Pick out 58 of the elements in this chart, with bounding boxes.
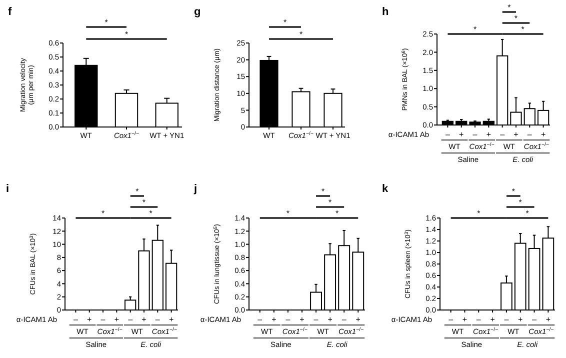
text: * xyxy=(321,187,325,196)
x-tick-label: – xyxy=(448,315,454,324)
x-tick-label: + xyxy=(300,315,305,324)
x-tick-label: – xyxy=(527,130,532,139)
annotation: * xyxy=(521,25,524,34)
text: * xyxy=(286,209,290,218)
chart-title: g xyxy=(194,6,201,18)
text: * xyxy=(101,209,105,218)
x-tick-label: + xyxy=(514,130,519,139)
chart-title: k xyxy=(382,183,389,195)
text: * xyxy=(104,18,108,27)
x-tick-label: + xyxy=(87,315,92,324)
chart-title: i xyxy=(6,183,10,195)
x-tick-label: + xyxy=(168,315,174,324)
x-tick-label: + xyxy=(142,315,147,324)
text: * xyxy=(283,18,287,27)
x-tick-label: – xyxy=(504,315,510,324)
chart-title: h xyxy=(382,6,389,18)
text: * xyxy=(142,198,146,207)
x-tick-label: + xyxy=(272,315,277,324)
x-tick-label: – xyxy=(286,315,291,324)
text: * xyxy=(336,209,339,218)
x-tick-label: – xyxy=(100,315,106,324)
annotation: * xyxy=(473,25,477,34)
x-tick-label: – xyxy=(445,130,450,139)
text: * xyxy=(328,198,332,207)
x-tick-label: – xyxy=(128,315,134,324)
text: * xyxy=(124,30,128,39)
annotation: * xyxy=(526,209,529,218)
x-tick-label: + xyxy=(518,315,524,324)
x-tick-label: – xyxy=(342,315,347,324)
x-tick-label: + xyxy=(459,130,464,139)
x-tick-label: + xyxy=(486,130,492,139)
x-tick-label: – xyxy=(73,315,78,324)
text: * xyxy=(518,198,522,207)
x-tick-label: + xyxy=(540,130,546,139)
x-tick-label: – xyxy=(155,315,160,324)
x-tick-label: + xyxy=(114,315,120,324)
x-tick-label: – xyxy=(476,315,482,324)
text: * xyxy=(508,3,511,12)
x-tick-label: + xyxy=(546,315,551,324)
x-tick-label: – xyxy=(500,130,506,139)
x-tick-label: – xyxy=(532,315,538,324)
chart-title: f xyxy=(8,6,12,18)
text: * xyxy=(514,14,518,23)
text: * xyxy=(149,209,152,218)
x-tick-label: – xyxy=(472,130,478,139)
text: * xyxy=(512,187,515,196)
text: * xyxy=(299,30,303,39)
chart-title: j xyxy=(193,183,198,195)
x-tick-label: – xyxy=(258,315,263,324)
x-tick-label: + xyxy=(328,315,333,324)
x-tick-label: + xyxy=(462,315,468,324)
text: * xyxy=(136,187,139,196)
annotation: * xyxy=(477,209,480,218)
x-tick-label: + xyxy=(490,315,496,324)
x-tick-label: – xyxy=(314,315,319,324)
x-tick-label: + xyxy=(356,315,361,324)
